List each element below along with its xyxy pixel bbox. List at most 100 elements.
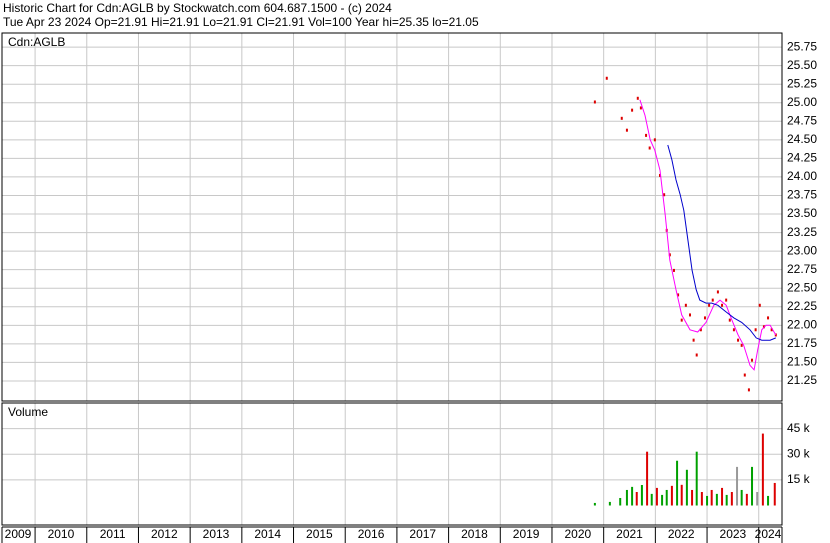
price-dot	[659, 173, 662, 177]
price-dot	[668, 253, 671, 257]
price-dot	[639, 106, 642, 110]
price-dot	[770, 328, 773, 332]
x-tick-label: 2014	[254, 527, 281, 541]
volume-bar	[706, 495, 709, 506]
moving-average	[639, 99, 777, 371]
volume-bar	[691, 489, 694, 506]
panel-border	[1, 402, 783, 526]
volume-bar	[745, 493, 748, 506]
y-tick-label: 23.25	[787, 225, 817, 239]
plot-area	[2, 403, 782, 525]
price-dot	[721, 303, 724, 307]
y-tick-label: 21.25	[787, 373, 817, 387]
price-dot	[711, 298, 714, 302]
volume-bar	[665, 489, 668, 506]
chart-title: Historic Chart for Cdn:AGLB by Stockwatc…	[3, 1, 392, 15]
price-dot	[754, 328, 757, 332]
y-tick-label: 30 k	[787, 446, 811, 460]
volume-bar	[730, 492, 733, 506]
volume-bar	[685, 469, 688, 506]
price-dot	[620, 116, 623, 120]
x-tick-label: 2019	[513, 527, 540, 541]
volume-bar	[740, 489, 743, 506]
panel-label: Volume	[8, 405, 48, 419]
price-dot	[743, 373, 746, 377]
volume-bar	[670, 485, 673, 506]
price-dot	[605, 76, 608, 80]
price-dot	[747, 388, 750, 392]
volume-bar	[676, 460, 679, 506]
y-tick-label: 25.50	[787, 58, 817, 72]
plot-area	[2, 33, 782, 401]
price-dot	[725, 298, 728, 302]
price-dot	[758, 303, 761, 307]
volume-bar	[646, 451, 649, 506]
volume-bar	[640, 485, 643, 506]
price-dot	[688, 313, 691, 317]
x-tick-label: 2023	[720, 527, 747, 541]
y-tick-label: 24.75	[787, 113, 817, 127]
y-tick-label: 21.75	[787, 336, 817, 350]
panel-label: Cdn:AGLB	[8, 35, 65, 49]
volume-bar	[736, 466, 739, 506]
y-tick-label: 22.50	[787, 280, 817, 294]
price-dot	[625, 128, 628, 132]
volume-bar	[631, 486, 634, 506]
price-dot	[593, 100, 596, 104]
x-tick-label: 2020	[564, 527, 591, 541]
y-tick-label: 24.50	[787, 132, 817, 146]
volume-bar	[650, 493, 653, 506]
volume-bar	[725, 494, 728, 506]
x-tick-label: 2015	[306, 527, 333, 541]
moving-average	[667, 144, 776, 341]
price-dot	[699, 328, 702, 332]
price-dot	[680, 318, 683, 322]
chart-subtitle: Tue Apr 23 2024 Op=21.91 Hi=21.91 Lo=21.…	[3, 15, 479, 29]
y-tick-label: 15 k	[787, 472, 811, 486]
volume-bar	[756, 492, 759, 506]
price-dot	[703, 316, 706, 320]
x-tick-label: 2022	[668, 527, 695, 541]
price-dot	[645, 133, 648, 137]
price-dot	[648, 146, 651, 150]
x-tick-label: 2016	[358, 527, 385, 541]
volume-bar	[767, 495, 770, 506]
y-tick-label: 22.25	[787, 299, 817, 313]
y-tick-label: 23.50	[787, 206, 817, 220]
price-dot	[728, 318, 731, 322]
x-tick-label: 2009	[5, 527, 32, 541]
volume-bar	[715, 493, 718, 506]
volume-bar	[593, 502, 596, 506]
price-dot	[732, 328, 735, 332]
price-dot	[767, 316, 770, 320]
y-tick-label: 25.00	[787, 95, 817, 109]
volume-bar	[700, 492, 703, 506]
volume-bar	[773, 482, 776, 506]
volume-bar	[751, 466, 754, 506]
x-tick-label: 2013	[203, 527, 230, 541]
price-dot	[684, 303, 687, 307]
y-tick-label: 23.75	[787, 188, 817, 202]
price-dot	[751, 358, 754, 362]
panel-border	[1, 32, 783, 402]
x-tick-label: 2018	[461, 527, 488, 541]
volume-bar	[721, 487, 724, 506]
y-tick-label: 24.00	[787, 169, 817, 183]
x-tick-label: 2021	[616, 527, 643, 541]
volume-bar	[661, 494, 664, 506]
y-tick-label: 25.75	[787, 39, 817, 53]
y-tick-label: 22.00	[787, 317, 817, 331]
price-dot	[692, 338, 695, 342]
volume-bar	[608, 501, 611, 506]
x-tick-label: 2011	[100, 527, 126, 541]
volume-bar	[761, 433, 764, 506]
volume-bar	[680, 484, 683, 506]
y-tick-label: 23.00	[787, 243, 817, 257]
price-dot	[716, 290, 719, 294]
price-dot	[762, 325, 765, 329]
x-tick-label: 2024	[755, 527, 782, 541]
price-dot	[740, 343, 743, 347]
price-dot	[708, 303, 711, 307]
